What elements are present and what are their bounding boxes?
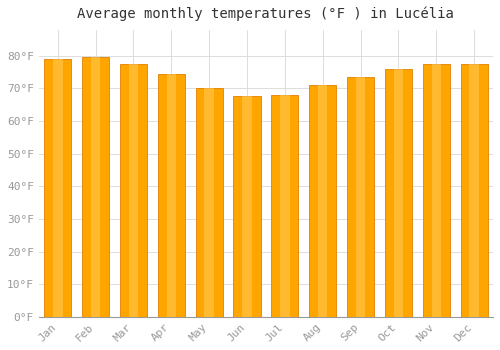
Bar [53, 59, 62, 317]
Bar [234, 97, 260, 317]
Bar [422, 64, 450, 317]
Bar [91, 57, 101, 317]
Bar [394, 69, 403, 317]
Bar [460, 64, 488, 317]
Bar [82, 57, 109, 317]
Bar [318, 85, 328, 317]
Bar [196, 88, 223, 317]
Bar [280, 95, 289, 317]
Bar [242, 97, 252, 317]
Bar [158, 74, 185, 317]
Bar [309, 85, 336, 317]
Bar [470, 64, 479, 317]
Bar [44, 59, 72, 317]
Bar [204, 88, 214, 317]
Bar [432, 64, 441, 317]
Bar [128, 64, 138, 317]
Bar [347, 77, 374, 317]
Title: Average monthly temperatures (°F ) in Lucélia: Average monthly temperatures (°F ) in Lu… [78, 7, 454, 21]
Bar [356, 77, 366, 317]
Bar [271, 95, 298, 317]
Bar [385, 69, 412, 317]
Bar [166, 74, 176, 317]
Bar [120, 64, 147, 317]
